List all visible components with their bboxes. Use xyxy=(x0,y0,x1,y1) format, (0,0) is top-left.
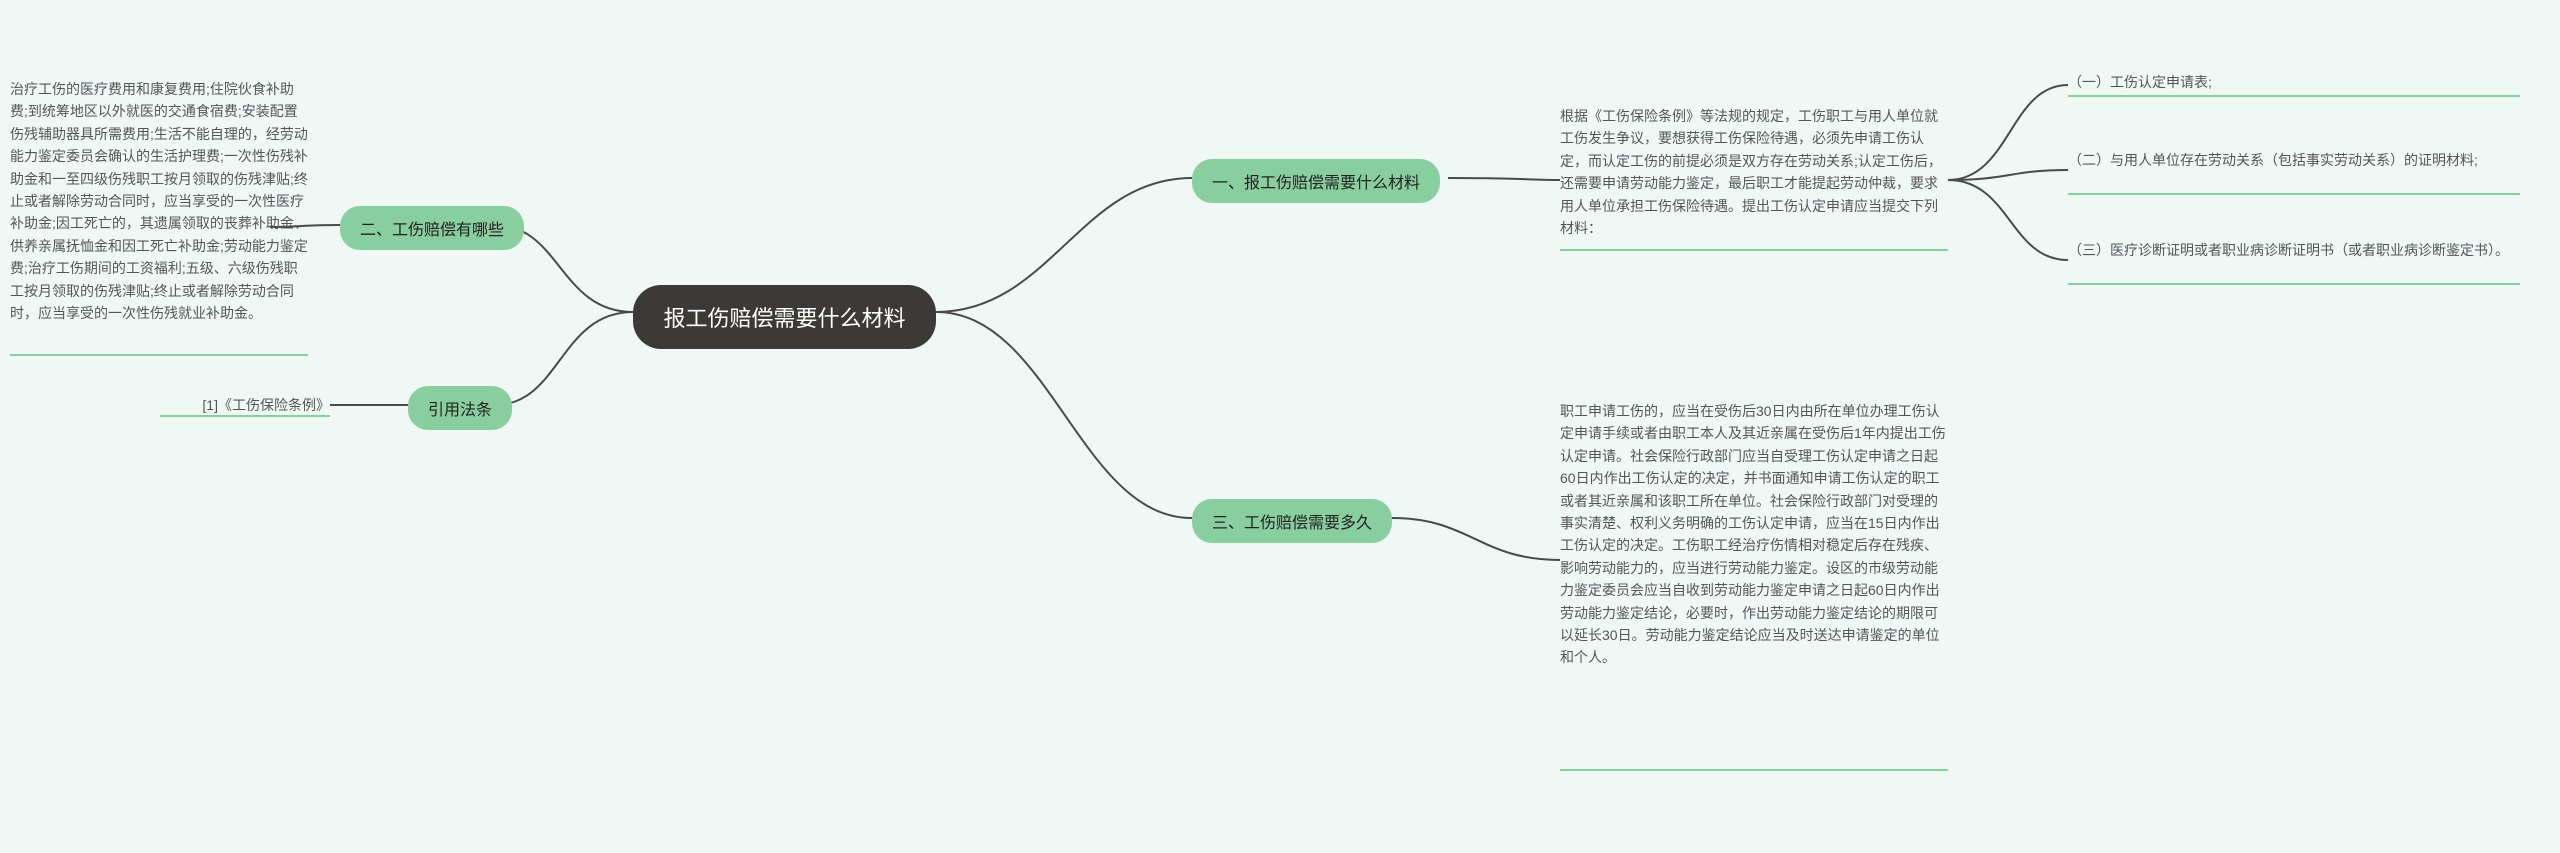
reference-text: [1]《工伤保险条例》 xyxy=(160,395,330,416)
section1-leaf2: （二）与用人单位存在劳动关系（包括事实劳动关系）的证明材料; xyxy=(2068,150,2520,171)
branch-reference[interactable]: 引用法条 xyxy=(408,386,512,430)
branch-section3[interactable]: 三、工伤赔偿需要多久 xyxy=(1192,499,1392,543)
section1-leaf1: （一）工伤认定申请表; xyxy=(2068,72,2520,93)
branch-section2-label: 二、工伤赔偿有哪些 xyxy=(360,222,504,239)
root-node[interactable]: 报工伤赔偿需要什么材料 xyxy=(633,285,936,349)
branch-section1-label: 一、报工伤赔偿需要什么材料 xyxy=(1212,175,1420,192)
section3-desc: 职工申请工伤的，应当在受伤后30日内由所在单位办理工伤认定申请手续或者由职工本人… xyxy=(1560,400,1948,669)
branch-section2[interactable]: 二、工伤赔偿有哪些 xyxy=(340,206,524,250)
branch-reference-label: 引用法条 xyxy=(428,402,492,419)
section2-desc: 治疗工伤的医疗费用和康复费用;住院伙食补助费;到统筹地区以外就医的交通食宿费;安… xyxy=(10,78,308,324)
root-label: 报工伤赔偿需要什么材料 xyxy=(663,306,905,331)
section1-leaf3: （三）医疗诊断证明或者职业病诊断证明书（或者职业病诊断鉴定书）。 xyxy=(2068,240,2520,261)
section1-desc: 根据《工伤保险条例》等法规的规定，工伤职工与用人单位就工伤发生争议，要想获得工伤… xyxy=(1560,105,1948,239)
branch-section1[interactable]: 一、报工伤赔偿需要什么材料 xyxy=(1192,159,1440,203)
branch-section3-label: 三、工伤赔偿需要多久 xyxy=(1212,515,1372,532)
connectors-svg xyxy=(0,0,2560,853)
